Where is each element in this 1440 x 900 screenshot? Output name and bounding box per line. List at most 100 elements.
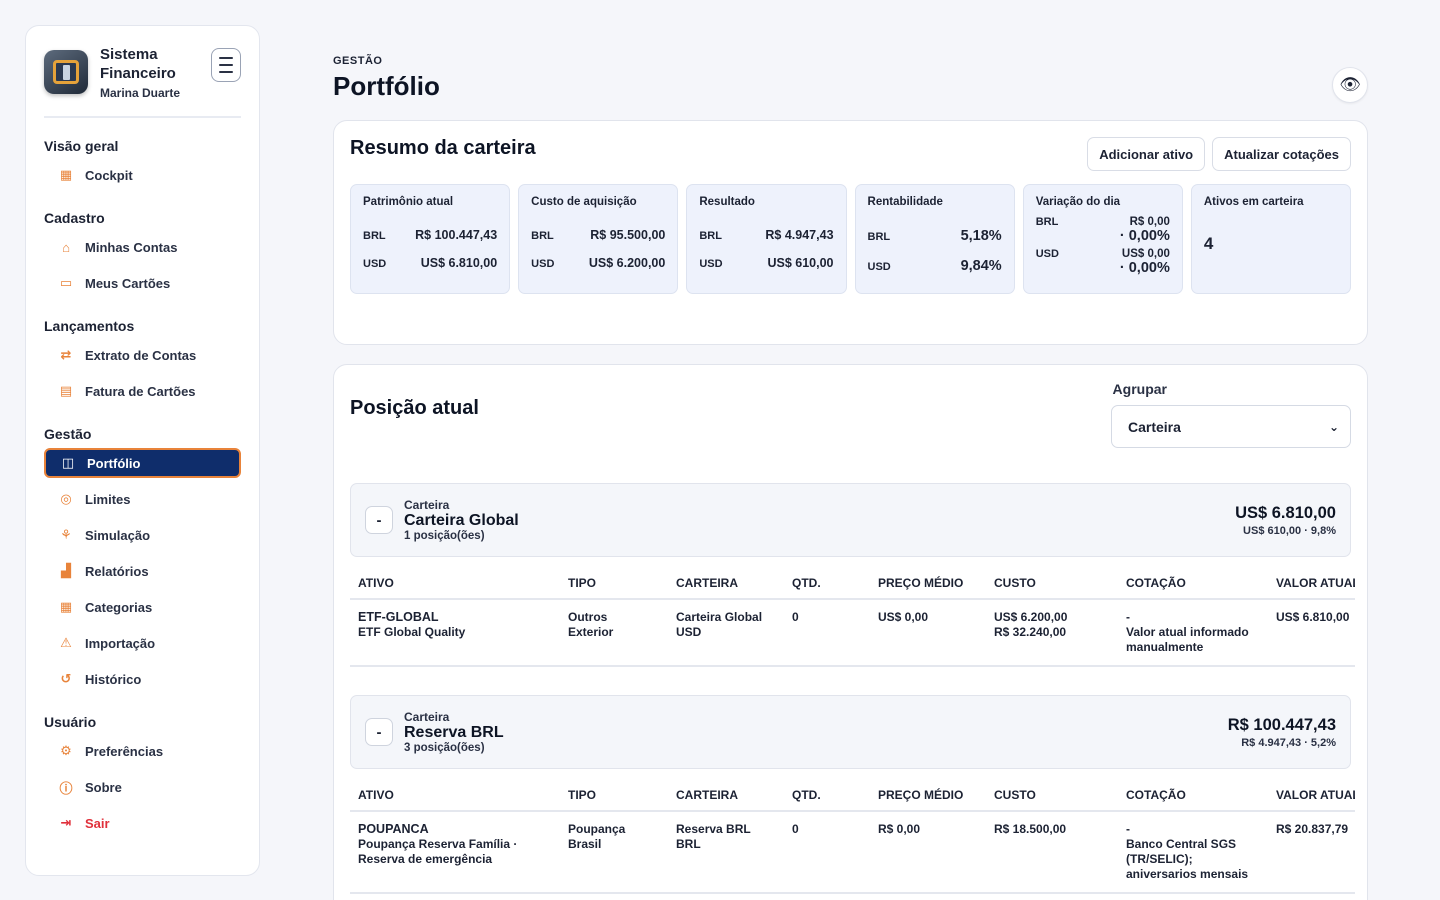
group-header: - Carteira Reserva BRL 3 posição(ões) R$… <box>350 695 1351 769</box>
bar-chart-icon: ▟ <box>61 563 71 578</box>
col-preco-medio[interactable]: PREÇO MÉDIO <box>870 769 986 812</box>
nav-section-visao-geral: Visão geral <box>44 138 119 154</box>
sidebar-item-label: Cockpit <box>85 167 133 183</box>
sidebar-item-historico[interactable]: ↺ Histórico <box>44 664 241 694</box>
sidebar-item-importacao[interactable]: ⚠ Importação <box>44 628 241 658</box>
add-asset-button[interactable]: Adicionar ativo <box>1087 137 1206 171</box>
asset-quote: - <box>1126 610 1130 624</box>
sidebar-item-preferencias[interactable]: ⚙ Preferências <box>44 736 241 766</box>
page-title: Portfólio <box>333 71 440 101</box>
table-row[interactable]: ETF-GLOBAL ETF Global Quality Outros Exter… <box>350 599 1355 667</box>
kpi-patrimonio: Patrimônio atual BRL R$ 100.447,43 USD U… <box>350 184 511 294</box>
sidebar-item-simulacao[interactable]: ⚘ Simulação <box>44 520 241 550</box>
col-qtd[interactable]: QTD. <box>784 557 870 600</box>
kpi-value-brl: 5,18% <box>960 228 1002 244</box>
asset-wallet: Carteira Global <box>676 610 763 624</box>
col-ativo[interactable]: ATIVO <box>350 557 560 600</box>
table-header-row: ATIVO TIPO CARTEIRA QTD. PREÇO MÉDIO CUS… <box>350 769 1355 812</box>
sidebar-item-label: Sair <box>85 815 110 831</box>
col-cotacao[interactable]: COTAÇÃO <box>1118 557 1268 600</box>
col-custo[interactable]: CUSTO <box>986 557 1118 600</box>
kpi-value-brl: R$ 4.947,43 <box>765 228 834 242</box>
col-tipo[interactable]: TIPO <box>560 769 668 812</box>
sidebar-item-fatura[interactable]: ▤ Fatura de Cartões <box>44 376 241 406</box>
sidebar-item-categorias[interactable]: ▦ Categorias <box>44 592 241 622</box>
col-preco-medio[interactable]: PREÇO MÉDIO <box>870 557 986 600</box>
collapse-group-button[interactable]: - <box>365 718 393 746</box>
asset-cost: US$ 6.200,00 <box>994 610 1068 624</box>
group-by-select[interactable]: Carteira ⌄ <box>1111 405 1351 448</box>
position-card: Posição atual Agrupar Carteira ⌄ - Carte… <box>333 364 1368 900</box>
sidebar-item-cockpit[interactable]: ▦ Cockpit <box>44 160 241 190</box>
group-result: R$ 4.947,43 · 5,2% <box>1241 736 1336 749</box>
asset-current-value: R$ 20.837,79 <box>1276 822 1349 836</box>
col-valor-atual[interactable]: VALOR ATUAL <box>1268 557 1355 600</box>
sidebar-item-meus-cartoes[interactable]: ▭ Meus Cartões <box>44 268 241 298</box>
collapse-group-button[interactable]: - <box>365 506 393 534</box>
currency-label: USD <box>531 258 555 270</box>
asset-wallet-currency: BRL <box>676 837 701 851</box>
col-cotacao[interactable]: COTAÇÃO <box>1118 769 1268 812</box>
kpi-variacao: Variação do dia BRL R$ 0,00 · 0,00% USD … <box>1022 184 1183 294</box>
col-tipo[interactable]: TIPO <box>560 557 668 600</box>
kpi-value-usd: 9,84% <box>960 258 1002 274</box>
kpi-label: Patrimônio atual <box>363 196 454 208</box>
position-title: Posição atual <box>350 397 479 419</box>
sidebar-item-label: Importação <box>85 635 156 651</box>
refresh-quotes-button[interactable]: Atualizar cotações <box>1212 137 1351 171</box>
kpi-value: 4 <box>1203 234 1214 253</box>
col-custo[interactable]: CUSTO <box>986 769 1118 812</box>
kpi-value-usd: US$ 6.200,00 <box>588 256 666 270</box>
col-qtd[interactable]: QTD. <box>784 769 870 812</box>
col-ativo[interactable]: ATIVO <box>350 769 560 812</box>
page-kicker: GESTÃO <box>333 55 383 67</box>
sidebar-item-limites[interactable]: ◎ Limites <box>44 484 241 514</box>
group-total: R$ 100.447,43 <box>1227 715 1336 734</box>
sidebar-item-label: Limites <box>85 491 131 507</box>
asset-code: POUPANCA <box>358 822 429 836</box>
sidebar-item-label: Minhas Contas <box>85 239 178 255</box>
col-valor-atual[interactable]: VALOR ATUAL <box>1268 769 1355 812</box>
sidebar-item-label: Histórico <box>85 671 142 687</box>
sidebar-item-relatorios[interactable]: ▟ Relatórios <box>44 556 241 586</box>
group-result: US$ 610,00 · 9,8% <box>1243 524 1336 537</box>
upload-icon: ⚠ <box>60 635 72 650</box>
summary-title: Resumo da carteira <box>350 137 536 159</box>
col-carteira[interactable]: CARTEIRA <box>668 769 784 812</box>
gear-icon: ⚙ <box>60 743 72 758</box>
kpi-value-brl: R$ 0,00 <box>1129 216 1170 228</box>
app-title: Sistema Financeiro <box>100 45 176 82</box>
sidebar-item-label: Preferências <box>85 743 164 759</box>
nav-section-usuario: Usuário <box>44 714 97 730</box>
summary-card: Resumo da carteira Adicionar ativo Atual… <box>333 120 1368 345</box>
asset-code: ETF-GLOBAL <box>358 610 439 624</box>
info-icon: ⓘ <box>59 780 73 796</box>
kpi-label: Variação do dia <box>1035 196 1121 208</box>
grid-icon: ▦ <box>59 167 73 182</box>
sidebar-item-sair[interactable]: ⇥ Sair <box>44 808 241 838</box>
asset-quote: - <box>1126 822 1130 836</box>
eye-icon: 👁 <box>1339 75 1361 94</box>
currency-label: BRL <box>531 230 554 242</box>
asset-wallet: Reserva BRL <box>676 822 751 836</box>
currency-label: USD <box>363 258 387 270</box>
asset-quote-desc: Banco Central SGS (TR/SELIC); aniversari… <box>1126 837 1249 881</box>
positions-table: ATIVO TIPO CARTEIRA QTD. PREÇO MÉDIO CUS… <box>350 557 1355 667</box>
kpi-rentabilidade: Rentabilidade BRL 5,18% USD 9,84% <box>854 184 1015 294</box>
briefcase-icon: ◫ <box>61 455 75 470</box>
table-row[interactable]: POUPANCA Poupança Reserva Família · Reser… <box>350 811 1355 894</box>
positions-table: ATIVO TIPO CARTEIRA QTD. PREÇO MÉDIO CUS… <box>350 769 1355 894</box>
asset-type-desc: Brasil <box>568 837 602 851</box>
kpi-value-usd: US$ 0,00 <box>1121 248 1170 260</box>
menu-toggle-button[interactable] <box>211 48 241 82</box>
kpi-value-brl: R$ 95.500,00 <box>590 228 666 242</box>
toggle-visibility-button[interactable]: 👁 <box>1332 67 1368 103</box>
sidebar-item-portfolio[interactable]: ◫ Portfólio <box>44 448 241 478</box>
col-carteira[interactable]: CARTEIRA <box>668 557 784 600</box>
sidebar-item-minhas-contas[interactable]: ⌂ Minhas Contas <box>44 232 241 262</box>
kpi-value-usd: US$ 6.810,00 <box>420 256 498 270</box>
sidebar-item-extrato[interactable]: ⇄ Extrato de Contas <box>44 340 241 370</box>
currency-label: BRL <box>699 230 722 242</box>
sidebar-item-sobre[interactable]: ⓘ Sobre <box>44 772 241 802</box>
sidebar-item-label: Meus Cartões <box>85 275 171 291</box>
